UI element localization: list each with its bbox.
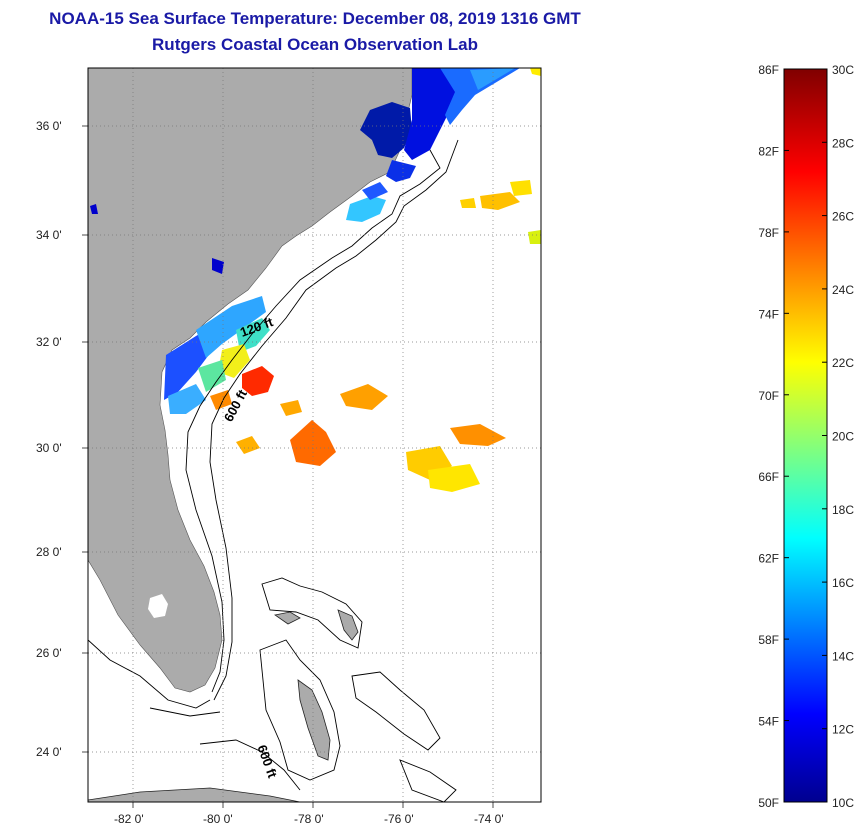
sst-patch-cool xyxy=(196,296,266,358)
map-frame xyxy=(87,67,542,803)
bahamas-island xyxy=(297,679,331,761)
lon-label: -82 0' xyxy=(114,812,144,826)
lat-label: 32 0' xyxy=(36,335,62,349)
colorbar-label-f: 54F xyxy=(758,715,779,729)
colorbar-label-c: 30C xyxy=(832,63,854,77)
cuba-coast xyxy=(88,787,301,802)
sst-patch-warm xyxy=(280,400,302,416)
colorbar-label-f: 78F xyxy=(758,226,779,240)
sst-patch-cool xyxy=(362,182,388,200)
map-title: NOAA-15 Sea Surface Temperature: Decembe… xyxy=(49,9,581,28)
longitude-labels: -82 0' -80 0' -78 0' -76 0' -74 0' xyxy=(114,812,504,826)
lat-label: 34 0' xyxy=(36,228,62,242)
lat-label: 36 0' xyxy=(36,119,62,133)
sst-patch-warm xyxy=(450,424,506,446)
contour-bahamas xyxy=(259,639,341,781)
colorbar-label-f: 50F xyxy=(758,796,779,810)
colorbar-label-c: 10C xyxy=(832,796,854,810)
lat-label: 30 0' xyxy=(36,441,62,455)
lon-label: -78 0' xyxy=(294,812,324,826)
sst-patch-cold xyxy=(404,68,470,160)
sst-patch-warm xyxy=(530,68,541,76)
colorbar-label-f: 58F xyxy=(758,633,779,647)
sst-patch-warm xyxy=(218,344,250,378)
land-mainland xyxy=(88,68,413,693)
colorbar-celsius-labels: 30C 28C 26C 24C 22C 20C 18C 16C 14C 12C 10C xyxy=(822,63,854,810)
grid-lines xyxy=(82,68,541,808)
colorbar-label-c: 28C xyxy=(832,136,854,150)
colorbar xyxy=(783,68,828,803)
contour-bahamas xyxy=(261,577,363,649)
lake-okeechobee xyxy=(148,594,168,618)
contour-keys xyxy=(88,639,211,709)
latitude-labels: 36 0' 34 0' 32 0' 30 0' 28 0' 26 0' 24 0… xyxy=(36,119,62,759)
colorbar-label-c: 20C xyxy=(832,430,854,444)
sst-patch-cool xyxy=(198,360,226,392)
lat-label: 24 0' xyxy=(36,745,62,759)
sst-patch-warm xyxy=(510,180,532,196)
colorbar-label-c: 26C xyxy=(832,210,854,224)
bahamas-island xyxy=(273,611,301,625)
lon-label: -74 0' xyxy=(474,812,504,826)
lon-label: -80 0' xyxy=(203,812,233,826)
sst-patch-warm xyxy=(340,384,388,410)
lat-label: 26 0' xyxy=(36,646,62,660)
sst-patch-cold xyxy=(440,68,520,125)
sst-patch-cold xyxy=(386,160,416,182)
inland-lake xyxy=(90,204,98,214)
colorbar-fahrenheit-labels: 86F 82F 78F 74F 70F 66F 62F 58F 54F 50F xyxy=(758,63,789,810)
bahamas-island xyxy=(337,609,359,641)
contour-bahamas xyxy=(351,671,441,751)
sst-patch-warm xyxy=(428,464,480,492)
colorbar-label-f: 62F xyxy=(758,552,779,566)
sst-patch-warm xyxy=(460,198,476,208)
sst-patch-warm xyxy=(236,436,260,454)
sst-patch-cool xyxy=(168,384,206,414)
lat-label: 28 0' xyxy=(36,545,62,559)
map-subtitle: Rutgers Coastal Ocean Observation Lab xyxy=(152,35,478,54)
contour-cuba xyxy=(199,739,301,791)
sst-patch-cool xyxy=(346,196,386,222)
sst-patch-hot xyxy=(242,366,274,396)
sst-patch-cold xyxy=(470,68,515,90)
inland-lake xyxy=(212,258,224,274)
colorbar-label-c: 12C xyxy=(832,723,854,737)
contour-bahamas xyxy=(399,759,457,802)
colorbar-label-f: 74F xyxy=(758,307,779,321)
contour-600ft xyxy=(209,139,459,701)
colorbar-label-f: 66F xyxy=(758,470,779,484)
colorbar-label-c: 22C xyxy=(832,356,854,370)
contour-120ft xyxy=(185,149,441,693)
colorbar-label-c: 24C xyxy=(832,283,854,297)
sst-patch-warm xyxy=(480,192,520,210)
sst-patch-warm xyxy=(528,230,541,244)
sound-water xyxy=(360,102,412,158)
colorbar-label-f: 86F xyxy=(758,63,779,77)
contour-keys xyxy=(149,707,221,717)
bathymetry-contours xyxy=(88,139,459,802)
colorbar-label-f: 82F xyxy=(758,144,779,158)
colorbar-label-c: 14C xyxy=(832,649,854,663)
colorbar-label-c: 16C xyxy=(832,576,854,590)
colorbar-label-f: 70F xyxy=(758,389,779,403)
lon-label: -76 0' xyxy=(384,812,414,826)
sst-patch-warm xyxy=(290,420,336,466)
colorbar-label-c: 18C xyxy=(832,503,854,517)
